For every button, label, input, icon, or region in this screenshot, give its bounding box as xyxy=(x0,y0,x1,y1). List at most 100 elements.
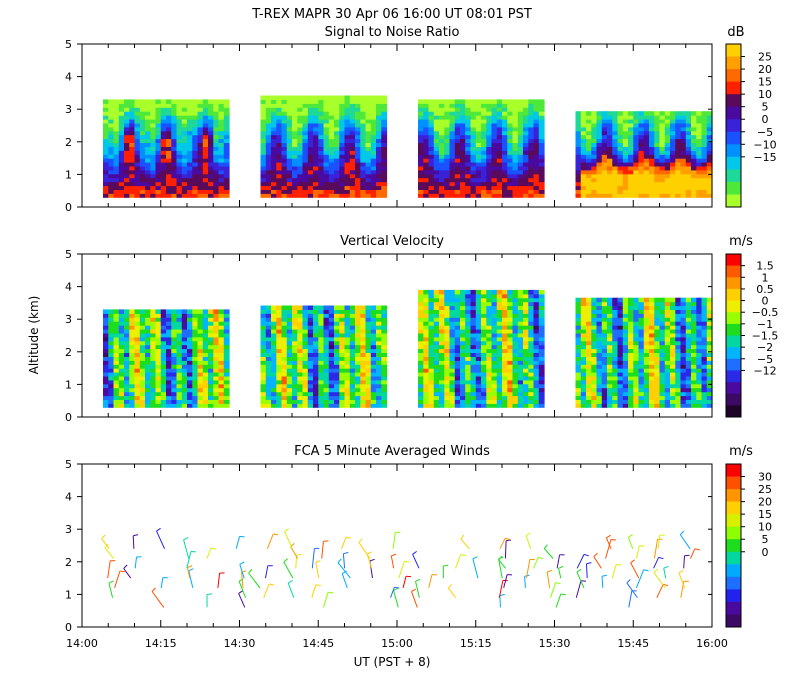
heatmap-cell xyxy=(486,119,493,124)
heatmap-cell xyxy=(433,126,440,132)
heatmap-cell xyxy=(575,329,582,334)
heatmap-cell xyxy=(680,387,687,393)
heatmap-cell xyxy=(680,162,687,167)
heatmap-cell xyxy=(318,344,325,350)
heatmap-cell xyxy=(596,348,603,353)
heatmap-cell xyxy=(538,368,545,373)
heatmap-cell xyxy=(223,321,230,326)
heatmap-cell xyxy=(517,146,524,151)
heatmap-cell xyxy=(271,391,277,397)
heatmap-cell xyxy=(171,154,178,159)
heatmap-cell xyxy=(218,142,225,147)
heatmap-cell xyxy=(103,130,109,136)
heatmap-cell xyxy=(192,126,199,132)
heatmap-cell xyxy=(265,340,272,346)
heatmap-cell xyxy=(591,181,598,187)
heatmap-cell xyxy=(286,391,293,397)
heatmap-cell xyxy=(491,130,498,136)
heatmap-cell xyxy=(150,364,157,369)
heatmap-cell xyxy=(643,329,650,334)
heatmap-cell xyxy=(481,107,487,112)
heatmap-cell xyxy=(523,119,529,124)
heatmap-cell xyxy=(454,293,461,299)
heatmap-cell xyxy=(523,379,529,385)
heatmap-cell xyxy=(502,348,508,353)
heatmap-cell xyxy=(318,119,325,124)
heatmap-cell xyxy=(302,321,309,326)
heatmap-cell xyxy=(339,364,346,369)
heatmap-cell xyxy=(533,99,540,104)
heatmap-cell xyxy=(344,305,351,310)
heatmap-cell xyxy=(339,372,346,377)
heatmap-cell xyxy=(286,126,293,132)
heatmap-cell xyxy=(360,309,367,314)
heatmap-cell xyxy=(512,119,519,124)
heatmap-cell xyxy=(486,134,493,140)
heatmap-cell xyxy=(318,134,325,140)
heatmap-cell xyxy=(265,364,272,369)
heatmap-cell xyxy=(103,181,109,187)
heatmap-cell xyxy=(323,317,330,322)
heatmap-cell xyxy=(664,329,671,334)
heatmap-cell xyxy=(580,162,587,167)
heatmap-cell xyxy=(465,293,472,299)
heatmap-cell xyxy=(444,177,451,183)
heatmap-cell xyxy=(370,399,377,404)
heatmap-cell xyxy=(381,348,388,353)
heatmap-cell xyxy=(344,329,351,334)
heatmap-cell xyxy=(496,181,503,187)
heatmap-cell xyxy=(622,395,629,400)
heatmap-cell xyxy=(108,111,115,116)
heatmap-cell xyxy=(418,332,424,338)
heatmap-cell xyxy=(307,317,314,322)
heatmap-cell xyxy=(691,126,697,132)
heatmap-cell xyxy=(617,399,624,404)
heatmap-cell xyxy=(181,169,188,175)
heatmap-cell xyxy=(292,332,298,338)
heatmap-cell xyxy=(202,103,209,108)
heatmap-cell xyxy=(649,119,655,124)
heatmap-cell xyxy=(454,391,461,397)
heatmap-cell xyxy=(607,313,613,318)
heatmap-cell xyxy=(528,122,535,128)
heatmap-cell xyxy=(654,356,661,361)
heatmap-cell xyxy=(334,119,340,124)
heatmap-cell xyxy=(113,360,120,365)
heatmap-cell xyxy=(538,173,545,179)
heatmap-cell xyxy=(496,146,503,151)
heatmap-cell xyxy=(202,372,209,377)
heatmap-cell xyxy=(617,297,624,303)
heatmap-cell xyxy=(475,379,482,385)
heatmap-cell xyxy=(160,340,167,346)
heatmap-cell xyxy=(313,372,319,377)
colorbar-swatch xyxy=(726,69,741,83)
heatmap-cell xyxy=(696,162,703,167)
heatmap-cell xyxy=(349,360,356,365)
heatmap-cell xyxy=(517,134,524,140)
heatmap-cell xyxy=(523,99,529,104)
heatmap-cell xyxy=(486,158,493,163)
heatmap-cell xyxy=(129,103,136,108)
heatmap-cell xyxy=(181,356,188,361)
heatmap-cell xyxy=(491,289,498,295)
heatmap-cell xyxy=(381,321,388,326)
heatmap-cell xyxy=(580,130,587,136)
heatmap-cell xyxy=(502,289,508,295)
heatmap-cell xyxy=(271,321,277,326)
heatmap-cell xyxy=(349,372,356,377)
heatmap-cell xyxy=(271,395,277,400)
heatmap-cell xyxy=(591,185,598,190)
heatmap-cell xyxy=(344,177,351,183)
heatmap-cell xyxy=(124,154,130,159)
heatmap-cell xyxy=(502,329,508,334)
heatmap-cell xyxy=(691,173,697,179)
heatmap-cell xyxy=(118,329,125,334)
heatmap-cell xyxy=(486,379,493,385)
heatmap-cell xyxy=(664,130,671,136)
heatmap-cell xyxy=(349,340,356,346)
heatmap-cell xyxy=(318,185,325,190)
heatmap-cell xyxy=(281,395,288,400)
heatmap-cell xyxy=(680,134,687,140)
heatmap-cell xyxy=(208,142,214,147)
heatmap-cell xyxy=(470,297,477,303)
